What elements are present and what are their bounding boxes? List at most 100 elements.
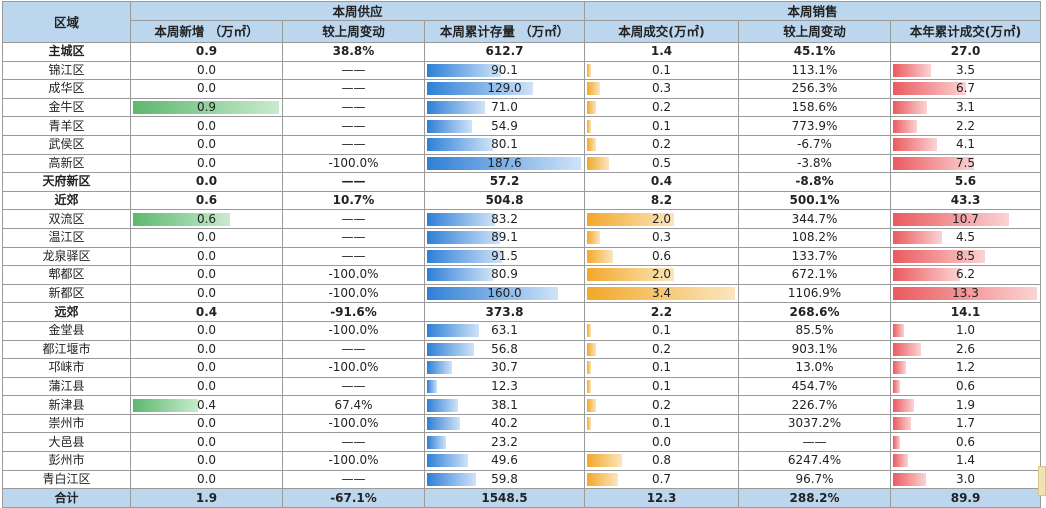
cell-content: 5.6 [892,174,1040,191]
cell-deal_change: -8.8% [738,172,892,192]
data-bar-ytd [893,472,926,486]
data-bar-deal [587,324,592,338]
data-bar-ytd [893,361,907,375]
cell-new: 0.6 [130,190,283,211]
data-bar-ytd [893,101,927,115]
cell-value: 0.0 [195,174,218,189]
cell-value: 38.1 [491,397,518,412]
cell-stock: 91.5 [423,246,586,267]
cell-value: —— [341,248,366,263]
cell-content: 504.8 [426,192,584,209]
cell-value: 1548.5 [481,490,528,505]
cell-content: 3.1 [892,99,1040,116]
cell-value: 0.0 [196,230,217,245]
cell-content: 67.4% [284,397,424,414]
cell-value: 43.3 [950,193,981,208]
total-row: 合计 1.9 -67.1% 1548.5 12.3 288.2% 89.9 [2,488,1042,508]
cell-value: 1.9 [195,490,218,505]
cell-value: —— [341,211,366,226]
cell-content: 6247.4% [740,453,890,470]
header-weekly-deal: 本周成交(万㎡) [584,20,740,43]
data-bar-new [133,398,198,412]
cell-value: 0.6 [955,434,976,449]
table-row: 双流区 0.6 —— 83.2 2.0 344.7% 10.7 [2,209,1042,229]
cell-content: 1.0 [892,322,1040,339]
cell-value: 0.3 [651,81,672,96]
cell-deal_change: 158.6% [738,97,892,118]
cell-stock: 1548.5 [423,488,586,508]
region-name: 青羊区 [2,116,131,136]
cell-value: 6.7 [955,81,976,96]
cell-value: 0.7 [651,471,672,486]
cell-value: 129.0 [487,81,522,96]
cell-value: 0.2 [651,397,672,412]
cell-value: 1.2 [955,360,976,375]
cell-new: 0.0 [130,320,283,341]
cell-deal_change: 344.7% [738,209,892,229]
cell-new: 0.0 [130,265,283,285]
cell-content: -6.7% [740,136,890,153]
cell-value: 0.0 [196,471,217,486]
cell-content: 13.3 [892,285,1040,302]
cell-content: 0.0 [132,471,282,488]
cell-deal_change: 6247.4% [738,451,892,471]
cell-value: —— [341,118,366,133]
cell-content: 14.1 [892,304,1040,321]
cell-content: 0.0 [586,434,738,451]
cell-value: -3.8% [797,155,832,170]
cell-deal: 12.3 [584,488,740,508]
cell-content: 0.4 [132,304,282,321]
cell-ytd: 7.5 [890,153,1042,174]
region-name: 蒲江县 [2,376,131,397]
cell-value: 5.6 [954,174,977,189]
region-name: 彭州市 [2,451,131,471]
table-row: 武侯区 0.0 —— 80.1 0.2 -6.7% 4.1 [2,134,1042,155]
cell-content: 0.2 [586,99,738,116]
cell-content: 113.1% [740,62,890,79]
region-name: 合计 [2,488,131,508]
cell-value: 1.9 [955,397,976,412]
cell-content: 612.7 [426,43,584,60]
cell-stock: 23.2 [423,432,586,453]
header-stock: 本周累计存量 （万㎡） [423,20,586,43]
cell-deal: 2.0 [584,265,740,285]
header-row-groups: 区域 本周供应 本周销售 [2,1,1042,43]
table-row: 大邑县 0.0 —— 23.2 0.0 —— 0.6 [2,432,1042,453]
cell-value: 3.4 [651,286,672,301]
cell-value: 0.4 [196,397,217,412]
cell-value: -100.0% [328,360,379,375]
cell-content: 40.2 [426,415,584,432]
header-supply-group: 本周供应 [129,1,586,21]
scroll-handle[interactable] [1038,466,1046,496]
cell-value: 2.2 [955,118,976,133]
cell-value: —— [341,81,366,96]
cell-value: —— [341,137,366,152]
cell-content: 10.7% [284,192,424,209]
cell-content: 0.7 [586,471,738,488]
cell-value: 23.2 [491,434,518,449]
data-bar-deal [587,379,592,393]
cell-deal_change: 226.7% [738,395,892,415]
cell-stock: 63.1 [423,320,586,341]
data-bar-stock [427,472,477,486]
data-bar-ytd [893,268,961,282]
cell-value: 0.1 [651,378,672,393]
cell-value: 0.2 [651,341,672,356]
data-bar-ytd [893,63,931,77]
cell-content: 90.1 [426,62,584,79]
cell-content: 27.0 [892,43,1040,60]
cell-deal_change: 113.1% [738,60,892,81]
cell-content: 288.2% [740,490,890,507]
data-bar-ytd [893,249,986,263]
cell-content: -91.6% [284,304,424,321]
cell-content: —— [284,378,424,395]
cell-value: -6.7% [797,137,832,152]
cell-new: 0.0 [130,451,283,471]
cell-content: 3.0 [892,471,1040,488]
cell-value: —— [341,100,366,115]
cell-new_change: -100.0% [282,153,425,174]
cell-content: 2.2 [586,304,738,321]
cell-content: 0.6 [892,378,1040,395]
cell-value: 89.1 [491,230,518,245]
data-bar-deal [587,454,622,468]
